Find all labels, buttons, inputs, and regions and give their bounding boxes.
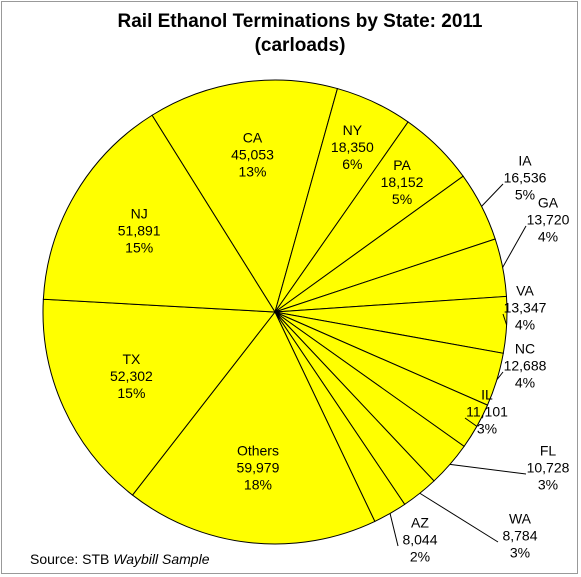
slice-value-label: 10,728: [527, 460, 570, 476]
slice-percent-label: 3%: [477, 421, 497, 437]
slice-percent-label: 13%: [238, 164, 266, 180]
slice-value-label: 13,720: [527, 212, 570, 228]
pie: [42, 79, 508, 545]
slice-percent-label: 6%: [342, 156, 362, 172]
slice-percent-label: 4%: [538, 229, 558, 245]
slice-value-label: 16,536: [504, 170, 547, 186]
chart-subtitle: (carloads): [255, 35, 346, 56]
source-prefix: Source: STB: [30, 551, 113, 567]
slice-value-label: 59,979: [237, 460, 280, 476]
slice-name: AZ: [411, 515, 429, 531]
source-note: Source: STB Waybill Sample: [30, 551, 210, 567]
slice-value-label: 18,350: [331, 139, 374, 155]
slice-percent-label: 15%: [125, 239, 153, 255]
leader-line: [481, 183, 504, 207]
pie-slice: [42, 298, 276, 496]
leader-line: [502, 313, 508, 326]
leader-line: [496, 371, 504, 380]
slice-value-label: 8,044: [402, 532, 437, 548]
slice-name: NY: [343, 122, 363, 138]
slice-value-label: 11,101: [466, 404, 508, 420]
leader-line: [389, 513, 399, 547]
slice-name: IL: [481, 387, 493, 403]
chart-title: Rail Ethanol Terminations by State: 2011: [118, 11, 483, 32]
slice-value-label: 52,302: [110, 368, 153, 384]
leader-line: [449, 463, 527, 475]
slice-value-label: 45,053: [231, 147, 274, 163]
slice-name: Others: [237, 443, 279, 459]
slice-percent-label: 3%: [510, 545, 530, 561]
slice-name: IA: [518, 153, 532, 169]
slice-value-label: 18,152: [381, 174, 424, 190]
leader-line: [464, 417, 478, 427]
slice-value-label: 13,347: [504, 300, 547, 316]
slice-percent-label: 5%: [392, 191, 412, 207]
slice-name: NC: [515, 341, 535, 357]
slice-name: TX: [122, 351, 141, 367]
slice-name: WA: [509, 511, 532, 527]
slice-name: VA: [516, 283, 534, 299]
slice-percent-label: 15%: [117, 385, 145, 401]
slice-name: CA: [243, 130, 263, 146]
slice-percent-label: 18%: [244, 477, 272, 493]
slice-percent-label: 4%: [515, 375, 535, 391]
leader-line: [419, 492, 499, 543]
source-italic: Waybill Sample: [113, 551, 209, 567]
leader-line: [502, 225, 527, 268]
pie-slice: [42, 114, 276, 313]
slice-percent-label: 3%: [538, 477, 558, 493]
slice-value-label: 12,688: [504, 358, 547, 374]
slice-percent-label: 2%: [410, 549, 430, 565]
slice-name: GA: [538, 195, 559, 211]
slice-percent-label: 5%: [515, 187, 535, 203]
slice-percent-label: 4%: [515, 317, 535, 333]
slice-name: PA: [393, 157, 411, 173]
slice-name: FL: [540, 443, 557, 459]
pie-slice: [131, 311, 376, 545]
slice-value-label: 8,784: [502, 528, 537, 544]
slice-name: NJ: [131, 205, 148, 221]
slice-value-label: 51,891: [118, 222, 161, 238]
